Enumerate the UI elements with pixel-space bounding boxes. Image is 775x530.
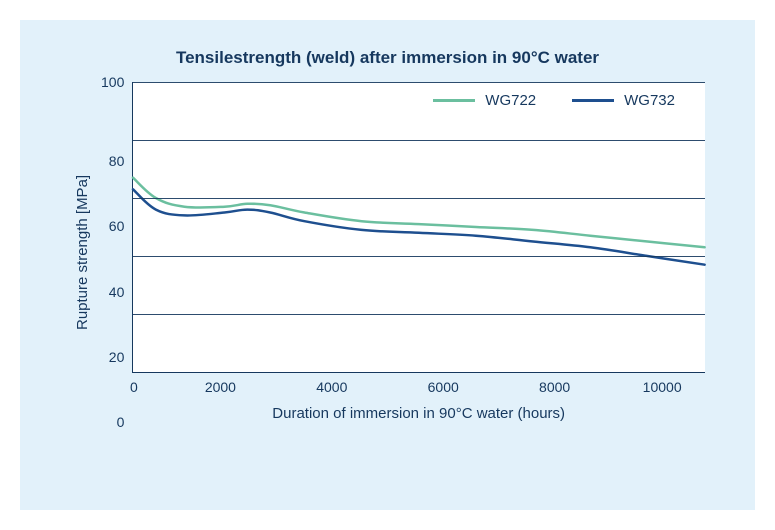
chart-body: Rupture strength [MPa] 100 80 60 40 20 0… — [70, 82, 705, 422]
xtick: 6000 — [428, 379, 459, 395]
ytick: 80 — [109, 154, 125, 168]
ytick: 100 — [101, 75, 124, 89]
series-line-wg732 — [133, 189, 705, 264]
legend-item-wg722: WG722 — [433, 92, 536, 109]
gridline — [133, 198, 705, 199]
plot-column: WG722 WG732 0 2000 4000 6000 8000 10000 … — [132, 82, 705, 422]
x-axis-ticks: 0 2000 4000 6000 8000 10000 — [132, 373, 705, 395]
gridline — [133, 140, 705, 141]
chart-lines-svg — [133, 82, 705, 372]
ytick: 20 — [109, 350, 125, 364]
gridline — [133, 256, 705, 257]
legend-label: WG732 — [624, 92, 675, 109]
chart-panel: Tensilestrength (weld) after immersion i… — [20, 20, 755, 510]
plot-area: WG722 WG732 — [132, 82, 705, 373]
xtick: 2000 — [205, 379, 236, 395]
gridline — [133, 82, 705, 83]
y-axis-label: Rupture strength [MPa] — [70, 82, 95, 422]
legend-swatch — [433, 99, 475, 102]
xtick: 8000 — [539, 379, 570, 395]
legend-swatch — [572, 99, 614, 102]
legend: WG722 WG732 — [433, 92, 675, 109]
xtick: 0 — [130, 379, 138, 395]
legend-label: WG722 — [485, 92, 536, 109]
x-axis-label: Duration of immersion in 90°C water (hou… — [132, 405, 705, 422]
gridline — [133, 314, 705, 315]
ytick: 40 — [109, 285, 125, 299]
ytick: 60 — [109, 219, 125, 233]
y-axis-ticks: 100 80 60 40 20 0 — [101, 82, 132, 422]
xtick: 10000 — [643, 379, 682, 395]
xtick: 4000 — [316, 379, 347, 395]
legend-item-wg732: WG732 — [572, 92, 675, 109]
ytick: 0 — [117, 415, 125, 429]
chart-title: Tensilestrength (weld) after immersion i… — [70, 48, 705, 68]
